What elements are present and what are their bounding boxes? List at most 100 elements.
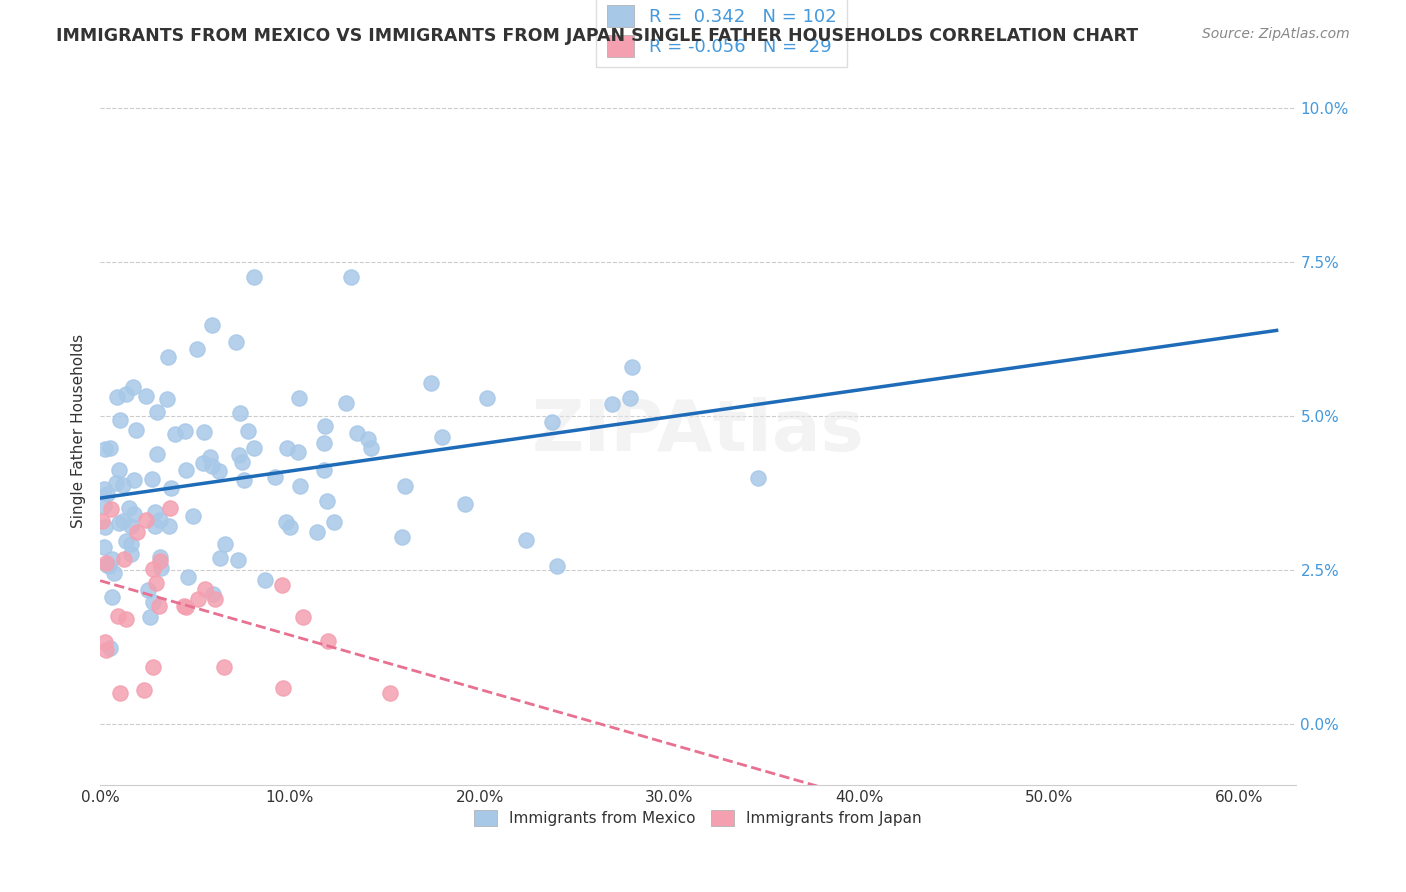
- Point: [391, 530, 413, 544]
- Point: [125, 423, 148, 437]
- Point: [271, 578, 294, 592]
- Point: [159, 501, 181, 516]
- Point: [108, 462, 131, 476]
- Point: [357, 432, 380, 446]
- Point: [287, 392, 309, 406]
- Point: [143, 519, 166, 533]
- Point: [149, 554, 172, 568]
- Point: [253, 573, 276, 587]
- Point: [546, 559, 568, 574]
- Point: [212, 659, 235, 673]
- Text: ZIPAtlas: ZIPAtlas: [531, 397, 865, 466]
- Point: [228, 552, 250, 566]
- Point: [228, 407, 250, 421]
- Point: [142, 595, 165, 609]
- Point: [122, 380, 145, 394]
- Point: [181, 508, 204, 523]
- Point: [312, 463, 335, 477]
- Point: [107, 391, 129, 405]
- Point: [292, 609, 315, 624]
- Point: [93, 482, 115, 496]
- Point: [173, 424, 195, 438]
- Point: [108, 516, 131, 530]
- Point: [101, 551, 124, 566]
- Point: [194, 582, 217, 596]
- Point: [94, 520, 117, 534]
- Point: [322, 515, 344, 529]
- Point: [139, 610, 162, 624]
- Point: [202, 587, 225, 601]
- Point: [122, 507, 145, 521]
- Point: [125, 524, 148, 539]
- Point: [115, 611, 138, 625]
- Point: [143, 505, 166, 519]
- Point: [193, 456, 215, 470]
- Point: [135, 389, 157, 403]
- Point: [135, 513, 157, 527]
- Point: [94, 442, 117, 456]
- Point: [214, 537, 236, 551]
- Point: [93, 500, 115, 514]
- Point: [232, 473, 254, 487]
- Point: [160, 481, 183, 495]
- Point: [150, 561, 173, 575]
- Point: [271, 681, 294, 695]
- Point: [111, 514, 134, 528]
- Point: [242, 270, 264, 285]
- Point: [453, 498, 475, 512]
- Point: [156, 351, 179, 365]
- Point: [112, 477, 135, 491]
- Point: [312, 436, 335, 450]
- Point: [101, 591, 124, 605]
- Point: [98, 640, 121, 655]
- Y-axis label: Single Father Households: Single Father Households: [72, 334, 86, 528]
- Point: [108, 686, 131, 700]
- Point: [112, 552, 135, 566]
- Point: [238, 424, 260, 438]
- Point: [108, 413, 131, 427]
- Point: [231, 454, 253, 468]
- Point: [148, 599, 170, 614]
- Point: [117, 501, 139, 516]
- Point: [204, 591, 226, 606]
- Point: [96, 487, 118, 501]
- Point: [228, 448, 250, 462]
- Point: [193, 425, 215, 440]
- Point: [94, 556, 117, 570]
- Point: [209, 551, 232, 566]
- Point: [142, 659, 165, 673]
- Point: [475, 391, 498, 405]
- Point: [104, 475, 127, 490]
- Point: [264, 469, 287, 483]
- Point: [186, 343, 208, 357]
- Text: Source: ZipAtlas.com: Source: ZipAtlas.com: [1202, 27, 1350, 41]
- Point: [94, 635, 117, 649]
- Legend: Immigrants from Mexico, Immigrants from Japan: Immigrants from Mexico, Immigrants from …: [467, 803, 929, 834]
- Point: [145, 575, 167, 590]
- Point: [132, 682, 155, 697]
- Point: [93, 540, 115, 554]
- Point: [278, 520, 301, 534]
- Point: [314, 419, 336, 434]
- Point: [619, 391, 641, 405]
- Point: [315, 494, 337, 508]
- Point: [378, 686, 401, 700]
- Point: [149, 550, 172, 565]
- Text: IMMIGRANTS FROM MEXICO VS IMMIGRANTS FROM JAPAN SINGLE FATHER HOUSEHOLDS CORRELA: IMMIGRANTS FROM MEXICO VS IMMIGRANTS FRO…: [56, 27, 1139, 45]
- Point: [515, 533, 537, 547]
- Point: [149, 513, 172, 527]
- Point: [225, 335, 247, 350]
- Point: [142, 562, 165, 576]
- Point: [430, 429, 453, 443]
- Point: [100, 502, 122, 516]
- Point: [276, 515, 298, 529]
- Point: [335, 395, 357, 409]
- Point: [307, 524, 329, 539]
- Point: [540, 415, 562, 429]
- Point: [115, 534, 138, 549]
- Point: [107, 609, 129, 624]
- Point: [115, 387, 138, 401]
- Point: [340, 270, 363, 285]
- Point: [141, 472, 163, 486]
- Point: [288, 478, 311, 492]
